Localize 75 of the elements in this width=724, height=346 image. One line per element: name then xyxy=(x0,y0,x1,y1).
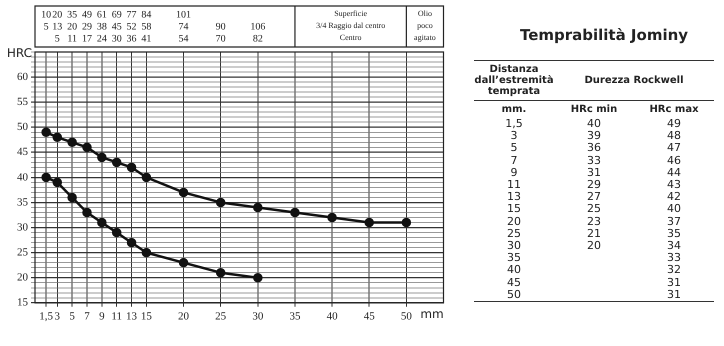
y-tick-label: 40 xyxy=(17,171,28,184)
text: HRc max xyxy=(648,103,700,117)
point xyxy=(41,172,51,182)
x-tick-label: 35 xyxy=(289,310,301,322)
text: Olio poco agitato xyxy=(414,9,436,42)
text: 77 52 36 xyxy=(126,10,137,45)
text: 84 58 41 xyxy=(141,10,152,45)
x-tick-label: 20 xyxy=(178,310,190,322)
point xyxy=(364,218,374,228)
point xyxy=(327,212,337,222)
x-tick-label: 1,5 xyxy=(39,310,54,322)
text: HRc min xyxy=(570,103,618,117)
point xyxy=(52,178,62,188)
text: 49 29 17 xyxy=(82,10,92,45)
point xyxy=(253,272,263,282)
point xyxy=(126,238,136,248)
y-tick-label: 60 xyxy=(17,70,28,83)
text: Distanza dall’estremità temprata xyxy=(474,63,554,99)
y-tick-label: 45 xyxy=(17,146,28,158)
x-axis-title: mm xyxy=(420,306,444,321)
point xyxy=(216,198,226,208)
x-tick-label: 45 xyxy=(364,310,376,322)
text: 106 82 xyxy=(250,22,266,45)
point xyxy=(178,188,188,198)
point xyxy=(253,202,263,212)
y-tick-label: 20 xyxy=(17,272,28,284)
y-tick-label: 15 xyxy=(17,296,28,309)
x-tick-label: 15 xyxy=(140,310,152,322)
point xyxy=(52,132,62,142)
x-tick-label: 11 xyxy=(111,310,122,322)
y-tick-label: 30 xyxy=(17,221,28,234)
point xyxy=(112,158,122,168)
x-tick-label: 13 xyxy=(126,310,138,322)
x-tick-label: 50 xyxy=(400,310,412,322)
point xyxy=(126,162,136,172)
x-tick-label: 25 xyxy=(215,310,227,322)
y-tick-label: 55 xyxy=(17,96,28,108)
point xyxy=(97,218,107,228)
y-tick-label: 25 xyxy=(17,246,28,259)
x-tick-label: 7 xyxy=(84,310,90,322)
text: 1,5 3 5 7 9 11 13 15 20 25 30 35 40 45 50 xyxy=(505,117,523,301)
point xyxy=(67,192,77,202)
point xyxy=(82,142,92,152)
y-tick-label: 35 xyxy=(17,196,28,208)
point xyxy=(178,258,188,268)
point xyxy=(112,228,122,238)
x-tick-label: 3 xyxy=(54,310,61,322)
x-tick-label: 40 xyxy=(326,310,338,322)
x-tick-label: 30 xyxy=(252,310,264,322)
text: 90 70 xyxy=(216,22,226,45)
text: 20 13 5 xyxy=(52,10,62,45)
point xyxy=(41,128,51,138)
point xyxy=(402,218,412,228)
point xyxy=(142,172,152,182)
point xyxy=(67,138,77,148)
text: 35 20 11 xyxy=(67,10,78,45)
text: 49 48 47 46 44 43 42 40 37 35 34 33 32 31 31 xyxy=(667,117,681,301)
point xyxy=(97,152,107,162)
text: 69 45 30 xyxy=(112,10,122,45)
text: 40 39 36 33 31 29 27 25 23 21 20 xyxy=(587,117,601,252)
text: mm. xyxy=(500,103,528,117)
text: Temprabilità Jominy xyxy=(518,26,690,44)
text: Durezza Rockwell xyxy=(583,74,685,88)
text: 10 5 xyxy=(41,10,52,33)
text: 101 74 54 xyxy=(176,10,192,45)
point xyxy=(216,268,226,278)
y-tick-label: 50 xyxy=(17,121,28,134)
text: Superficie 3/4 Raggio dal centro Centro xyxy=(316,9,386,42)
point xyxy=(290,208,300,218)
text: 61 38 24 xyxy=(96,10,107,45)
x-tick-label: 9 xyxy=(99,310,106,322)
y-axis-title: HRC xyxy=(6,46,32,60)
x-tick-label: 5 xyxy=(69,310,76,322)
point xyxy=(82,208,92,218)
point xyxy=(142,248,152,258)
